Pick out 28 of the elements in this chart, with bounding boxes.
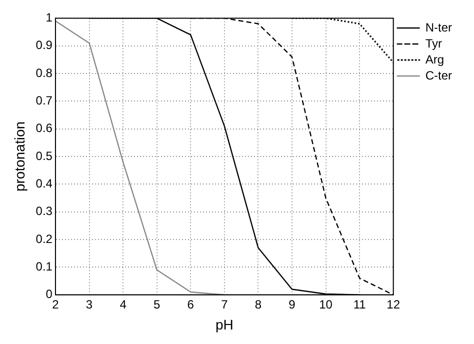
y-tick-label: 0.7 (36, 93, 53, 108)
y-tick-label: 0.8 (36, 66, 53, 80)
x-tick-label: 8 (254, 297, 262, 312)
y-tick-label: 1 (46, 10, 53, 25)
y-tick-label: 0.5 (36, 148, 53, 163)
y-tick-label: 0.9 (36, 38, 53, 52)
y-tick-label: 0.6 (36, 121, 53, 136)
x-tick-label: 5 (153, 297, 160, 312)
x-axis-title: pH (215, 316, 234, 332)
legend-label: Tyr (425, 36, 442, 50)
x-tick-label: 6 (187, 297, 194, 312)
legend-label: C-ter (425, 68, 452, 82)
legend-label: Arg (425, 52, 444, 66)
x-tick-label: 4 (120, 297, 127, 312)
legend-label: N-ter (425, 20, 452, 34)
y-tick-label: 0.2 (36, 232, 53, 246)
y-tick-label: 0.1 (36, 259, 53, 274)
y-axis-title: protonation (11, 121, 28, 192)
x-tick-label: 3 (86, 297, 93, 312)
x-tick-label: 2 (52, 297, 60, 312)
x-tick-label: 12 (386, 297, 400, 312)
y-tick-label: 0.3 (36, 204, 53, 218)
y-tick-label: 0 (46, 287, 53, 302)
x-tick-label: 7 (221, 297, 228, 312)
y-tick-label: 0.4 (36, 176, 53, 190)
x-tick-label: 10 (319, 297, 333, 312)
x-tick-label: 9 (288, 297, 296, 312)
x-tick-label: 11 (353, 297, 366, 312)
